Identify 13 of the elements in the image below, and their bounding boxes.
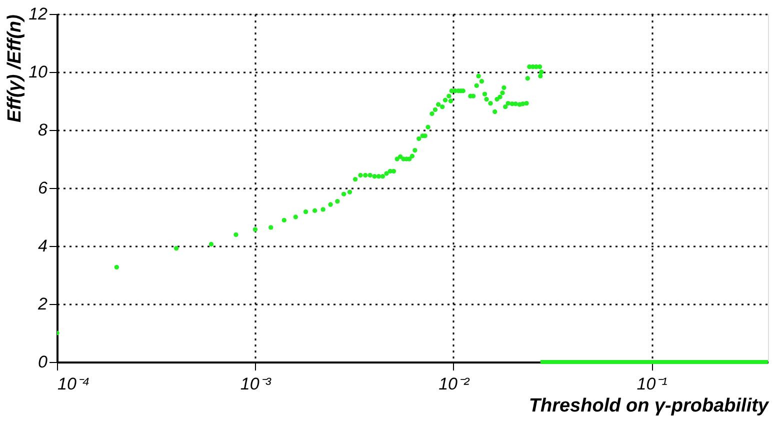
x-tick-label: 10⁻² <box>438 374 470 394</box>
y-tick-label: 2 <box>37 294 48 314</box>
y-tick-label: 6 <box>38 178 48 198</box>
x-tick-label: 10⁻³ <box>240 374 272 394</box>
y-tick-label: 4 <box>38 236 48 256</box>
x-tick-label: 10⁻¹ <box>636 374 668 394</box>
y-axis-title: Eff(γ) /Eff(n) <box>4 14 26 123</box>
y-tick-label: 12 <box>28 4 48 24</box>
y-tick-label: 0 <box>38 352 48 372</box>
x-tick-label: 10⁻⁴ <box>58 374 90 394</box>
y-tick-label: 10 <box>28 62 48 82</box>
x-axis-title: Threshold on γ-probability <box>528 396 770 416</box>
y-tick-label: 8 <box>38 120 48 140</box>
